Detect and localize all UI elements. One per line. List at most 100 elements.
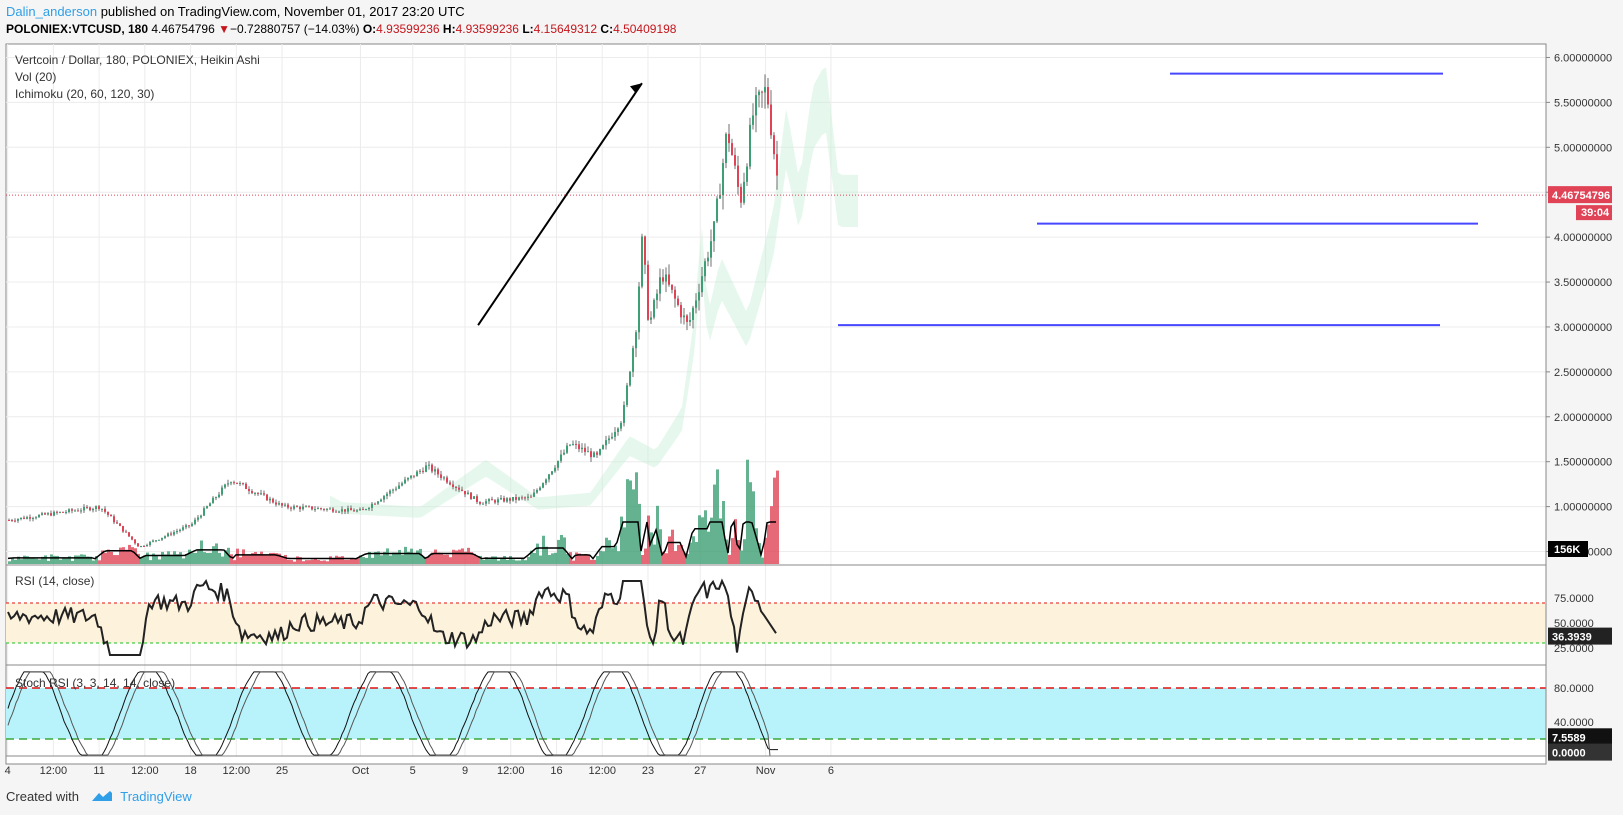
volume-bar bbox=[23, 555, 26, 564]
candle-body bbox=[281, 503, 283, 506]
volume-bar bbox=[641, 554, 644, 564]
volume-bar bbox=[173, 551, 176, 564]
candle-body bbox=[590, 451, 592, 458]
volume-bar bbox=[680, 545, 683, 564]
candle-body bbox=[764, 87, 766, 93]
candle-body bbox=[125, 531, 127, 533]
candle-body bbox=[119, 523, 121, 526]
volume-bar bbox=[305, 560, 308, 564]
volume-bar bbox=[125, 549, 128, 564]
volume-bar bbox=[623, 527, 626, 564]
volume-bar bbox=[194, 552, 197, 564]
candle-body bbox=[506, 498, 508, 502]
volume-bar bbox=[410, 548, 413, 564]
volume-bar bbox=[302, 561, 305, 564]
candle-body bbox=[773, 135, 775, 155]
candle-body bbox=[215, 497, 217, 499]
volume-bar bbox=[86, 556, 89, 564]
candle-body bbox=[542, 483, 544, 488]
volume-bar bbox=[464, 551, 467, 564]
time-tick-label: 23 bbox=[642, 765, 654, 777]
volume-bar bbox=[41, 556, 44, 564]
time-tick-label: 12:00 bbox=[588, 765, 616, 777]
publish-line: Dalin_anderson published on TradingView.… bbox=[6, 4, 465, 19]
candle-body bbox=[293, 506, 295, 509]
volume-bar bbox=[236, 548, 239, 564]
tradingview-link[interactable]: TradingView bbox=[120, 789, 192, 804]
volume-bar bbox=[347, 559, 350, 564]
candle-body bbox=[32, 518, 34, 520]
candle-body bbox=[401, 483, 403, 486]
candle-body bbox=[497, 499, 499, 503]
candle-body bbox=[662, 277, 664, 282]
volume-bar bbox=[92, 560, 95, 564]
candle-body bbox=[575, 443, 577, 445]
candle-body bbox=[509, 498, 511, 501]
candle-body bbox=[638, 286, 640, 333]
candle-body bbox=[149, 541, 151, 546]
candle-body bbox=[761, 91, 763, 93]
candle-body bbox=[212, 497, 214, 504]
candle-body bbox=[221, 487, 223, 495]
candle-body bbox=[26, 517, 28, 519]
countdown-badge-bg bbox=[1576, 205, 1612, 221]
volume-bar bbox=[320, 560, 323, 564]
candle-body bbox=[368, 507, 370, 510]
volume-bar bbox=[443, 554, 446, 564]
volume-bar bbox=[359, 555, 362, 564]
candle-body bbox=[236, 482, 238, 484]
candle-body bbox=[329, 508, 331, 510]
candle-body bbox=[725, 133, 727, 164]
candle-body bbox=[218, 494, 220, 498]
candle-body bbox=[680, 304, 682, 318]
candle-body bbox=[296, 506, 298, 508]
volume-bar bbox=[158, 559, 161, 564]
volume-bar bbox=[455, 550, 458, 564]
volume-bar bbox=[293, 561, 296, 564]
candle-body bbox=[398, 485, 400, 489]
volume-bar bbox=[155, 555, 158, 564]
candle-body bbox=[275, 502, 277, 505]
candle-body bbox=[8, 520, 10, 522]
volume-bar bbox=[251, 553, 254, 564]
volume-bar bbox=[239, 557, 242, 564]
volume-bar bbox=[545, 546, 548, 564]
grid bbox=[6, 44, 1546, 756]
volume-bar bbox=[590, 559, 593, 564]
candle-body bbox=[656, 293, 658, 301]
candle-body bbox=[719, 195, 721, 199]
volume-bar bbox=[437, 552, 440, 564]
candle-body bbox=[101, 508, 103, 510]
candle-body bbox=[35, 517, 37, 519]
volume-bar bbox=[743, 539, 746, 564]
volume-bar bbox=[221, 556, 224, 564]
volume-bar bbox=[746, 459, 749, 564]
volume-bar bbox=[134, 548, 137, 564]
candle-body bbox=[68, 509, 70, 513]
volume-bar bbox=[179, 552, 182, 564]
candle-body bbox=[566, 445, 568, 453]
volume-bar bbox=[614, 545, 617, 564]
candle-body bbox=[704, 261, 706, 277]
volume-bar bbox=[392, 552, 395, 564]
volume-bar bbox=[620, 516, 623, 564]
volume-bar bbox=[281, 556, 284, 564]
volume-bar bbox=[521, 558, 524, 564]
volume-bar bbox=[416, 550, 419, 564]
candle-body bbox=[302, 506, 304, 510]
candle-body bbox=[752, 115, 754, 125]
candle-body bbox=[185, 525, 187, 528]
candle-body bbox=[137, 543, 139, 547]
volume-bar bbox=[647, 515, 650, 564]
author-link[interactable]: Dalin_anderson bbox=[6, 4, 98, 19]
volume-bar bbox=[161, 551, 164, 564]
volume-bar bbox=[152, 553, 155, 564]
time-tick-label: Nov bbox=[756, 765, 776, 777]
high-label: H: bbox=[442, 22, 456, 36]
candles bbox=[8, 74, 778, 548]
stoch-d-line bbox=[7, 671, 778, 757]
volume-bar bbox=[446, 554, 449, 564]
candle-body bbox=[545, 479, 547, 484]
candle-body bbox=[746, 166, 748, 182]
